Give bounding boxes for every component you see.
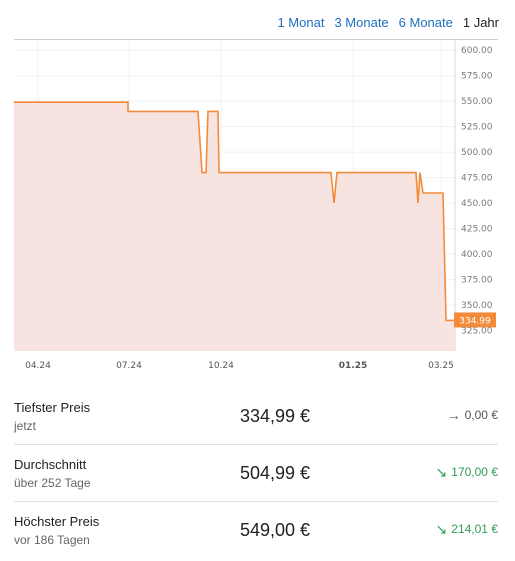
current-price-badge (454, 312, 496, 328)
price-history-chart: 600.00 575.00 550.00 525.00 500.00 475.00 450.… (14, 40, 496, 371)
y-tick-label: 350.00 (461, 301, 493, 311)
y-tick-label: 450.00 (461, 199, 493, 209)
y-tick-label: 600.00 (461, 46, 493, 56)
x-tick-label: 07.24 (116, 361, 142, 371)
y-tick-label: 500.00 (461, 148, 493, 158)
arrow-down-right-icon: ↘ (435, 521, 448, 537)
stat-value: 334,99 € (240, 406, 311, 426)
y-tick-label: 525.00 (461, 123, 493, 133)
stat-sublabel: über 252 Tage (14, 476, 91, 490)
series-area-fill (14, 102, 455, 351)
stat-value: 549,00 € (240, 520, 311, 540)
x-tick-label: 03.25 (428, 361, 454, 371)
arrow-down-right-icon: ↘ (435, 464, 448, 480)
stat-sublabel: jetzt (14, 419, 37, 433)
y-tick-label: 375.00 (461, 276, 493, 286)
x-tick-label: 01.25 (339, 361, 367, 371)
stat-label: Höchster Preis (14, 514, 100, 529)
x-tick-label: 10.24 (208, 361, 234, 371)
stat-value: 504,99 € (240, 463, 311, 483)
stat-diff-value: 0,00 € (464, 408, 498, 422)
stat-row-average: Durchschnitt über 252 Tage 504,99 € ↘ 17… (14, 445, 498, 502)
stat-label: Tiefster Preis (14, 400, 91, 415)
y-tick-label: 550.00 (461, 97, 493, 107)
y-tick-label: 400.00 (461, 250, 493, 260)
stat-row-highest: Höchster Preis vor 186 Tagen 549,00 € ↘ … (14, 502, 498, 558)
tab-1-jahr[interactable]: 1 Jahr (462, 15, 499, 30)
y-tick-label: 325.00 (461, 327, 493, 337)
stat-diff: ↘ 214,01 € (436, 522, 498, 536)
stat-label: Durchschnitt (14, 457, 87, 472)
stat-row-lowest: Tiefster Preis jetzt 334,99 € → 0,00 € (14, 388, 498, 445)
stat-diff: ↘ 170,00 € (436, 465, 498, 479)
stat-sublabel: vor 186 Tagen (14, 533, 90, 547)
tab-6-monate[interactable]: 6 Monate (398, 15, 453, 30)
x-tick-label: 04.24 (25, 361, 51, 371)
tab-1-monat[interactable]: 1 Monat (277, 15, 325, 30)
y-tick-label: 575.00 (461, 72, 493, 82)
y-tick-label: 475.00 (461, 174, 493, 184)
current-price-label: 334.99 (459, 316, 491, 326)
arrow-right-icon: → (446, 407, 461, 423)
price-stats: Tiefster Preis jetzt 334,99 € → 0,00 € D… (14, 388, 498, 558)
stat-diff-value: 170,00 € (451, 465, 498, 479)
stat-diff-value: 214,01 € (451, 522, 498, 536)
chart-top-divider (14, 39, 498, 40)
tab-3-monate[interactable]: 3 Monate (334, 15, 389, 30)
stat-diff: → 0,00 € (447, 408, 498, 422)
series-line (14, 101, 455, 322)
y-tick-label: 425.00 (461, 225, 493, 235)
range-tabs: 1 Monat 3 Monate 6 Monate 1 Jahr (277, 15, 499, 30)
